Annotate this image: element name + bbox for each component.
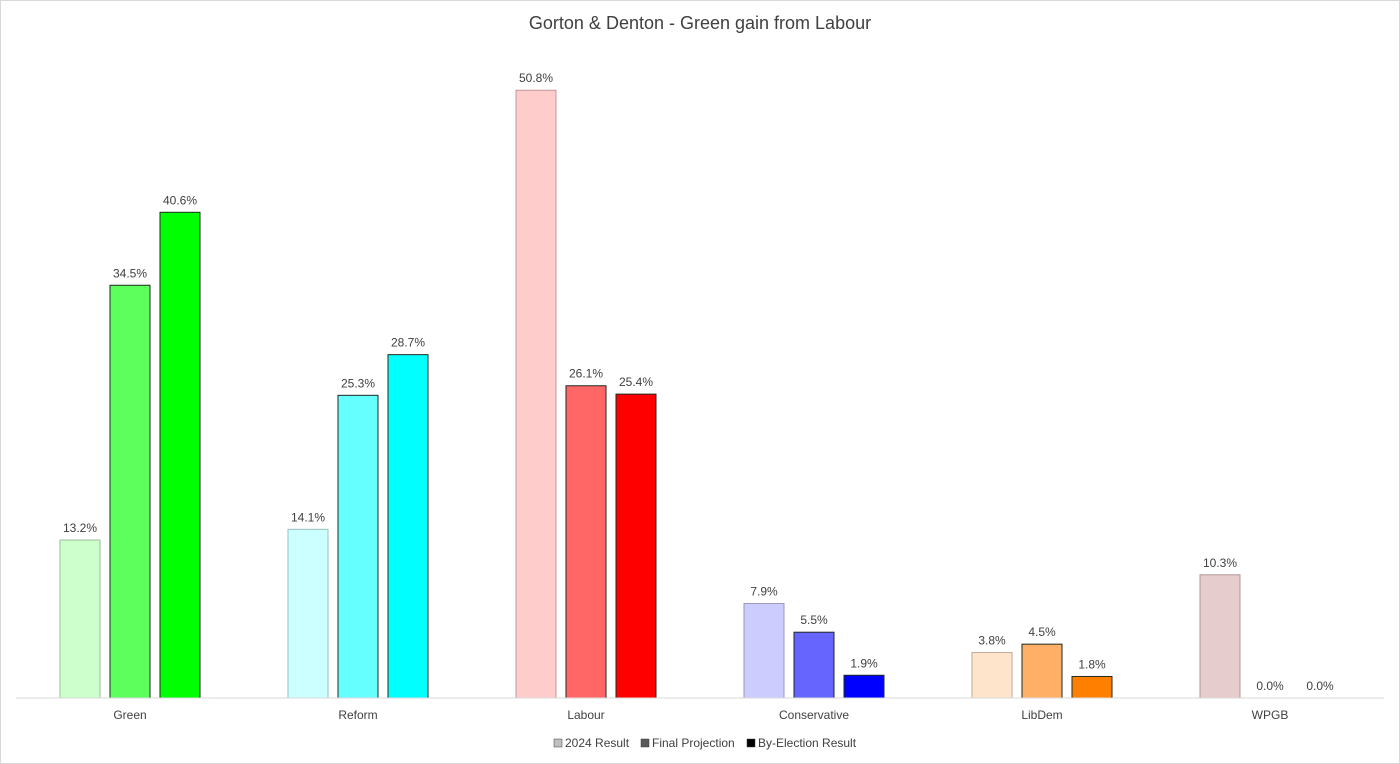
legend-label: By-Election Result [758, 736, 857, 750]
data-label: 0.0% [1256, 679, 1284, 693]
legend-item: 2024 Result [553, 736, 630, 750]
chart-title: Gorton & Denton - Green gain from Labour [529, 13, 871, 33]
data-label: 14.1% [291, 510, 325, 524]
data-label: 25.3% [341, 376, 375, 390]
bars-layer [59, 89, 1241, 699]
bar-libdem-final-projection [1021, 643, 1063, 699]
legend-item: By-Election Result [746, 736, 857, 750]
data-label: 10.3% [1203, 556, 1237, 570]
legend-swatch [553, 738, 563, 748]
data-label: 28.7% [391, 336, 425, 350]
legend-label: Final Projection [652, 736, 735, 750]
category-label: LibDem [1021, 708, 1062, 722]
legend-swatch [640, 738, 650, 748]
data-label: 40.6% [163, 193, 197, 207]
bar-green-2024-result [59, 539, 101, 699]
bar-reform-final-projection [337, 394, 379, 699]
bar-green-final-projection [109, 284, 151, 699]
bar-libdem-by-election-result [1071, 675, 1113, 699]
bar-wpgb-2024-result [1199, 574, 1241, 699]
bar-libdem-2024-result [971, 652, 1013, 699]
data-label: 26.1% [569, 367, 603, 381]
bar-green-by-election-result [159, 211, 201, 699]
data-label: 25.4% [619, 375, 653, 389]
category-label: Green [113, 708, 146, 722]
bar-conservative-by-election-result [843, 674, 885, 699]
data-label: 5.5% [800, 613, 828, 627]
data-label: 50.8% [519, 71, 553, 85]
data-label: 3.8% [978, 634, 1006, 648]
data-label: 4.5% [1028, 625, 1056, 639]
bar-reform-2024-result [287, 528, 329, 699]
bar-labour-by-election-result [615, 393, 657, 699]
data-label: 7.9% [750, 584, 778, 598]
category-label: Reform [338, 708, 377, 722]
category-label: Labour [567, 708, 604, 722]
bar-reform-by-election-result [387, 354, 429, 699]
data-label: 0.0% [1306, 679, 1334, 693]
legend: 2024 Result Final Projection By-Election R… [553, 736, 857, 750]
legend-label: 2024 Result [565, 736, 630, 750]
data-label: 1.9% [850, 656, 878, 670]
category-label: WPGB [1252, 708, 1289, 722]
labels-layer: 13.2% 34.5% 40.6% Green 14.1% 25.3% 28.7% Refor… [63, 71, 1334, 722]
data-label: 1.8% [1078, 657, 1106, 671]
bar-labour-2024-result [515, 89, 557, 699]
data-label: 34.5% [113, 266, 147, 280]
legend-item: Final Projection [640, 736, 735, 750]
bar-labour-final-projection [565, 385, 607, 699]
data-label: 13.2% [63, 521, 97, 535]
legend-swatch [746, 738, 756, 748]
bar-conservative-2024-result [743, 602, 785, 699]
bar-conservative-final-projection [793, 631, 835, 699]
category-label: Conservative [779, 708, 849, 722]
